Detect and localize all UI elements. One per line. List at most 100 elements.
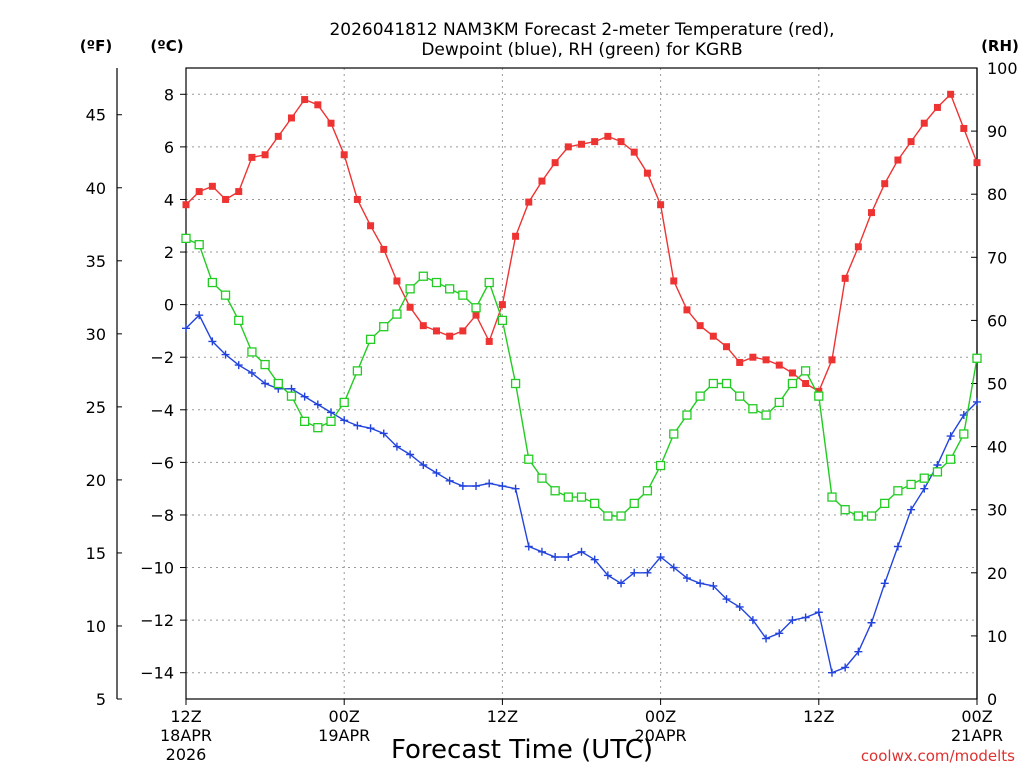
temperature-point (235, 188, 243, 196)
temperature-point (920, 119, 928, 127)
temperature-point (406, 303, 414, 311)
dewpoint-point (445, 476, 454, 485)
dewpoint-point (537, 547, 546, 556)
rh-point (735, 391, 745, 401)
dewpoint-point (907, 505, 916, 514)
dewpoint-point (920, 484, 929, 493)
temperature-point (274, 132, 282, 140)
rh-tick-label: 70 (987, 248, 1007, 267)
rh-point (260, 359, 270, 370)
chart-title-line2: Dewpoint (blue), RH (green) for KGRB (421, 40, 742, 60)
series-dewpoint (182, 311, 981, 677)
dewpoint-point (221, 350, 230, 359)
plot-frame (185, 67, 978, 700)
rh-point (787, 378, 798, 389)
rh-point (853, 511, 863, 521)
dewpoint-point (801, 613, 810, 622)
dewpoint-point (630, 568, 639, 577)
temperature-point (419, 322, 427, 330)
dewpoint-point (208, 337, 217, 346)
temperature-point (340, 151, 348, 159)
dewpoint-point (656, 553, 665, 562)
dewpoint-point (287, 384, 296, 393)
temperature-point (815, 387, 823, 395)
rh-tick-label: 0 (987, 690, 997, 709)
temperature-point (353, 195, 361, 203)
dewpoint-point (340, 416, 349, 425)
rh-point (497, 315, 508, 326)
temperature-point (446, 332, 454, 340)
dewpoint-point (748, 616, 757, 625)
grid-lines (185, 68, 978, 699)
rh-point (484, 277, 494, 288)
dewpoint-point (353, 421, 362, 430)
rh-point (761, 410, 771, 420)
rh-point (418, 271, 428, 281)
rh-point (286, 391, 297, 401)
temperature-point (195, 188, 203, 196)
temperature-point (868, 209, 876, 217)
dewpoint-point (603, 571, 612, 580)
rh-point (708, 378, 718, 389)
rh-point (431, 277, 442, 288)
left-unit-celsius: (ºC) (150, 37, 183, 55)
time-tick-date: 18APR (160, 726, 212, 745)
rh-point (392, 309, 402, 319)
rh-point (537, 473, 547, 483)
dewpoint-point (841, 663, 850, 672)
rh-line (185, 237, 978, 517)
series-layer (181, 90, 982, 677)
temperature-point (248, 153, 256, 161)
time-tick-label: 00Z (645, 707, 676, 726)
rh-point (800, 366, 811, 376)
rh-point (695, 391, 705, 401)
rh-point (510, 378, 521, 389)
temperature-point (498, 301, 506, 309)
rh-point (445, 284, 455, 294)
temperature-point (182, 201, 190, 209)
rh-point (945, 454, 956, 464)
rh-point (471, 303, 481, 313)
rh-point (840, 505, 850, 515)
dewpoint-point (696, 579, 705, 588)
dewpoint-point (946, 432, 955, 441)
time-tick-date: 20APR (635, 726, 687, 745)
celsius-axis: 8 6 4 2 0 −2 −4 −6 −8 −10 −12 −14 (140, 85, 186, 683)
temperature-point (736, 358, 744, 366)
rh-point (181, 233, 191, 244)
rh-tick-label: 100 (987, 59, 1018, 78)
rh-point (603, 511, 613, 521)
dewpoint-point (432, 468, 441, 477)
rh-point (234, 315, 244, 326)
celsius-tick-label: 6 (164, 138, 174, 157)
temperature-point (657, 201, 665, 209)
rh-point (405, 284, 415, 294)
time-tick-label: 12Z (487, 707, 518, 726)
temperature-point (380, 245, 388, 253)
dewpoint-point (827, 668, 836, 677)
rh-point (642, 486, 653, 496)
dewpoint-point (458, 482, 467, 491)
rh-point (893, 486, 903, 496)
rh-tick-label: 80 (987, 185, 1007, 204)
rh-point (932, 467, 943, 477)
temperature-point (696, 322, 704, 330)
temperature-point (432, 327, 440, 335)
dewpoint-point (551, 553, 560, 562)
celsius-tick-label: 4 (164, 190, 174, 209)
temperature-point (907, 138, 915, 146)
dewpoint-point (854, 647, 863, 656)
temperature-point (538, 177, 546, 185)
rh-point (880, 498, 890, 509)
time-tick-year: 2026 (166, 745, 207, 764)
rh-point (866, 511, 877, 521)
right-unit-rh: (RH) (981, 37, 1019, 55)
watermark: coolwx.com/modelts (861, 747, 1015, 765)
dewpoint-point (893, 542, 902, 551)
celsius-tick-label: −2 (150, 348, 174, 367)
temperature-point (617, 138, 625, 146)
temperature-point (287, 114, 295, 122)
temperature-point (709, 332, 717, 340)
rh-point (563, 492, 573, 502)
